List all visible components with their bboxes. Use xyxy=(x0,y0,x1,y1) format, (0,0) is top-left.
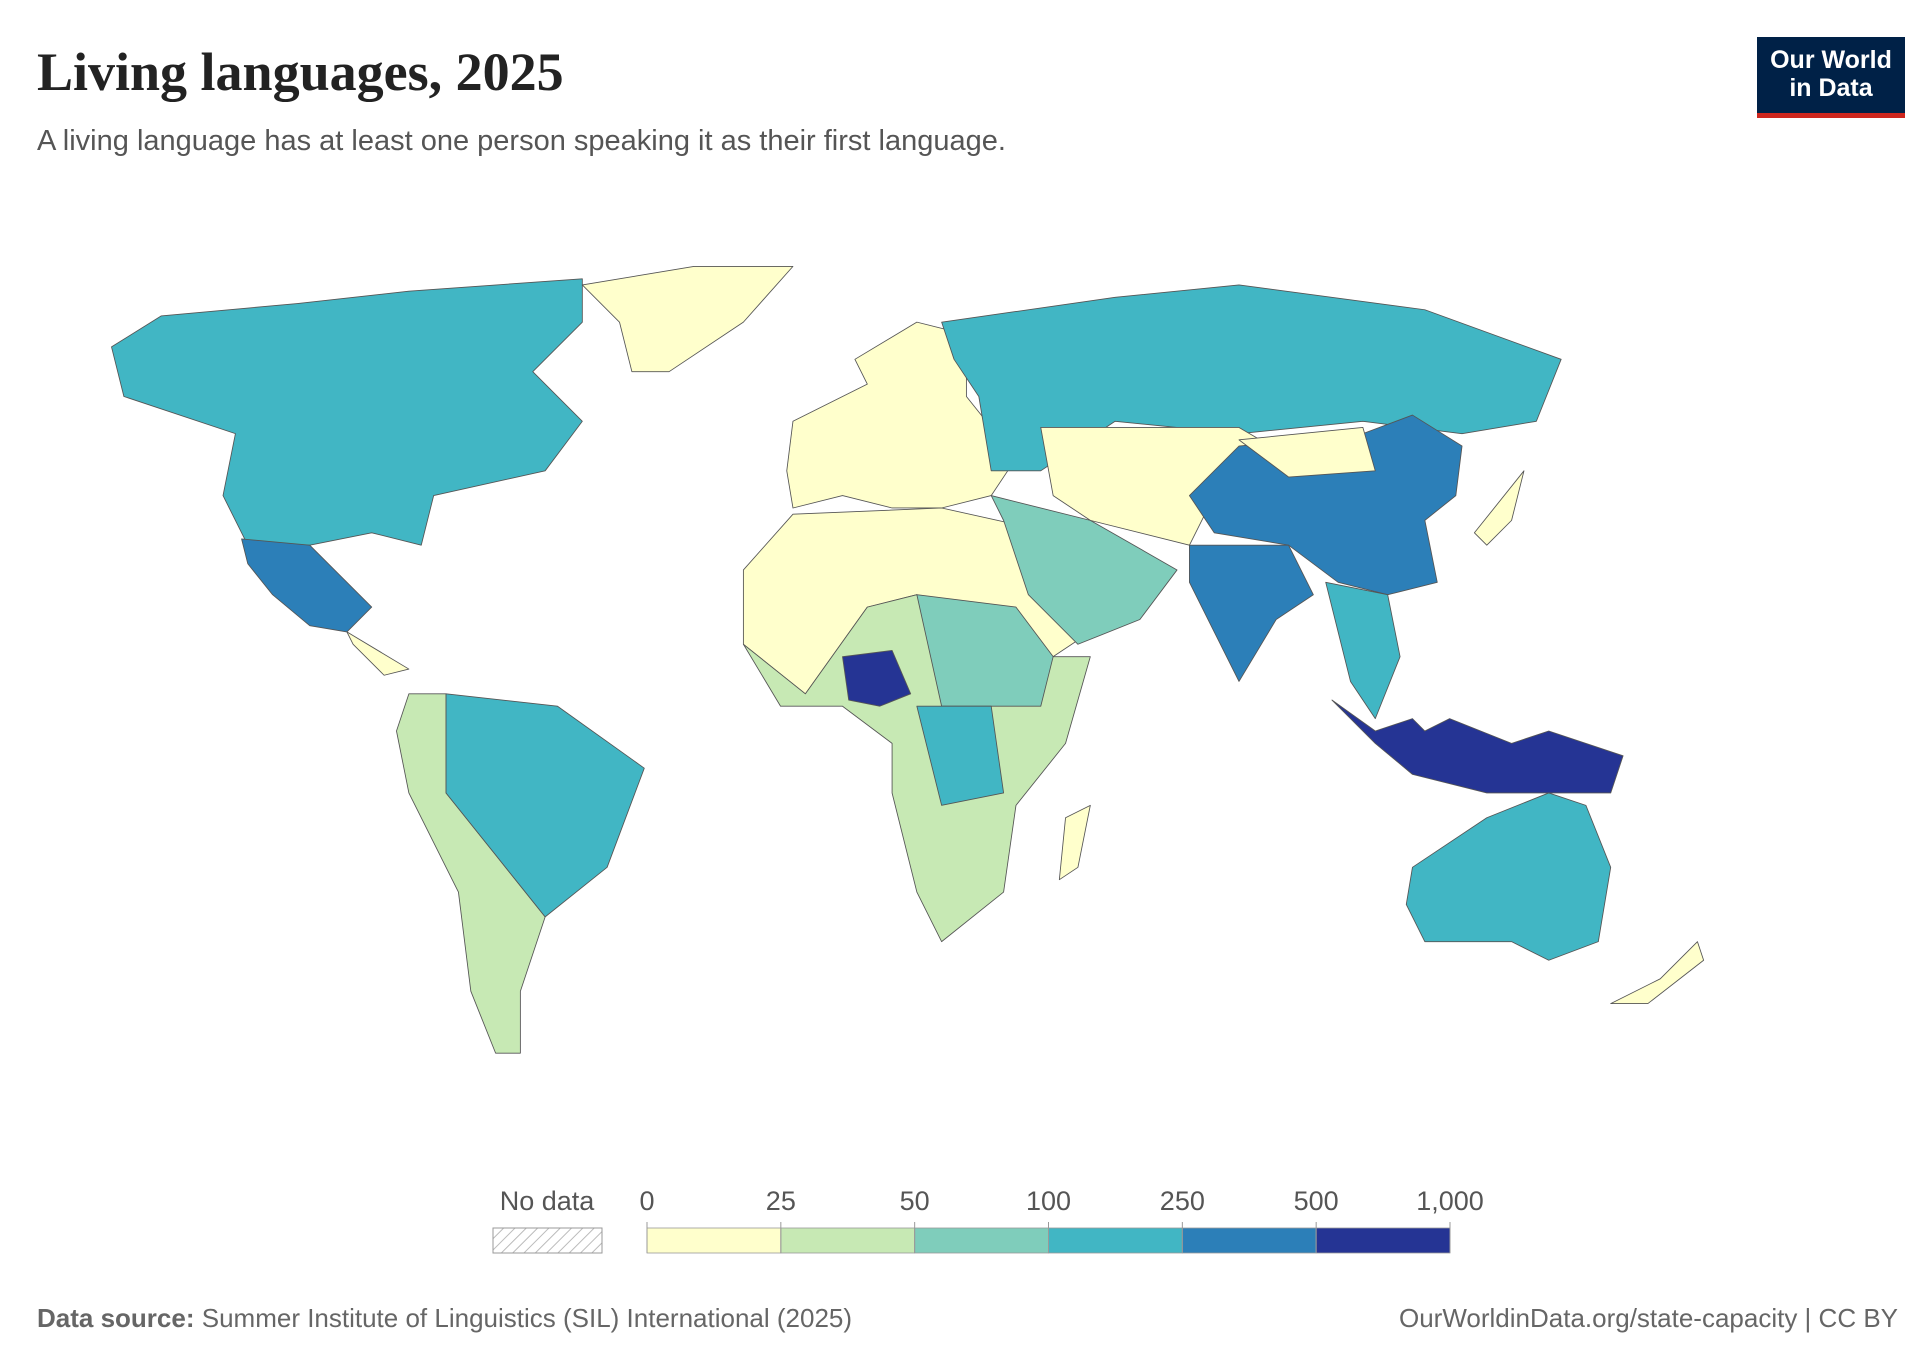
source-label: Data source: xyxy=(37,1303,195,1333)
source: Data source: Summer Institute of Linguis… xyxy=(37,1303,852,1333)
legend-tick-label: 100 xyxy=(1026,1186,1071,1216)
legend-tick-label: 250 xyxy=(1160,1186,1205,1216)
legend-swatch xyxy=(646,1227,782,1254)
legend-swatch xyxy=(1048,1227,1183,1254)
no-data-label: No data xyxy=(500,1186,596,1216)
url: OurWorldinData.org/state-capacity | CC B… xyxy=(1399,1303,1898,1333)
legend-tick-label: 1,000 xyxy=(1416,1186,1484,1216)
legend-swatch xyxy=(1181,1227,1317,1254)
legend-tick-label: 500 xyxy=(1294,1186,1339,1216)
legend-tick-label: 0 xyxy=(639,1186,654,1216)
no-data-swatch xyxy=(492,1227,603,1254)
legend-tick-label: 25 xyxy=(766,1186,796,1216)
logo-text: in Data xyxy=(1789,74,1873,102)
legend-swatch xyxy=(1315,1227,1451,1254)
world-map xyxy=(111,265,1705,1054)
legend-tick-label: 50 xyxy=(900,1186,930,1216)
chart-subtitle: A living language has at least one perso… xyxy=(37,125,1006,157)
legend: No data 0 25 50 100 250 500 1,000 xyxy=(492,1186,1484,1254)
chart-title: Living languages, 2025 xyxy=(37,42,564,102)
legend-swatch xyxy=(914,1227,1049,1254)
source-text: Summer Institute of Linguistics (SIL) In… xyxy=(202,1303,852,1333)
logo: Our World in Data xyxy=(1757,37,1905,118)
logo-text: Our World xyxy=(1770,46,1892,74)
legend-swatch xyxy=(780,1227,916,1254)
